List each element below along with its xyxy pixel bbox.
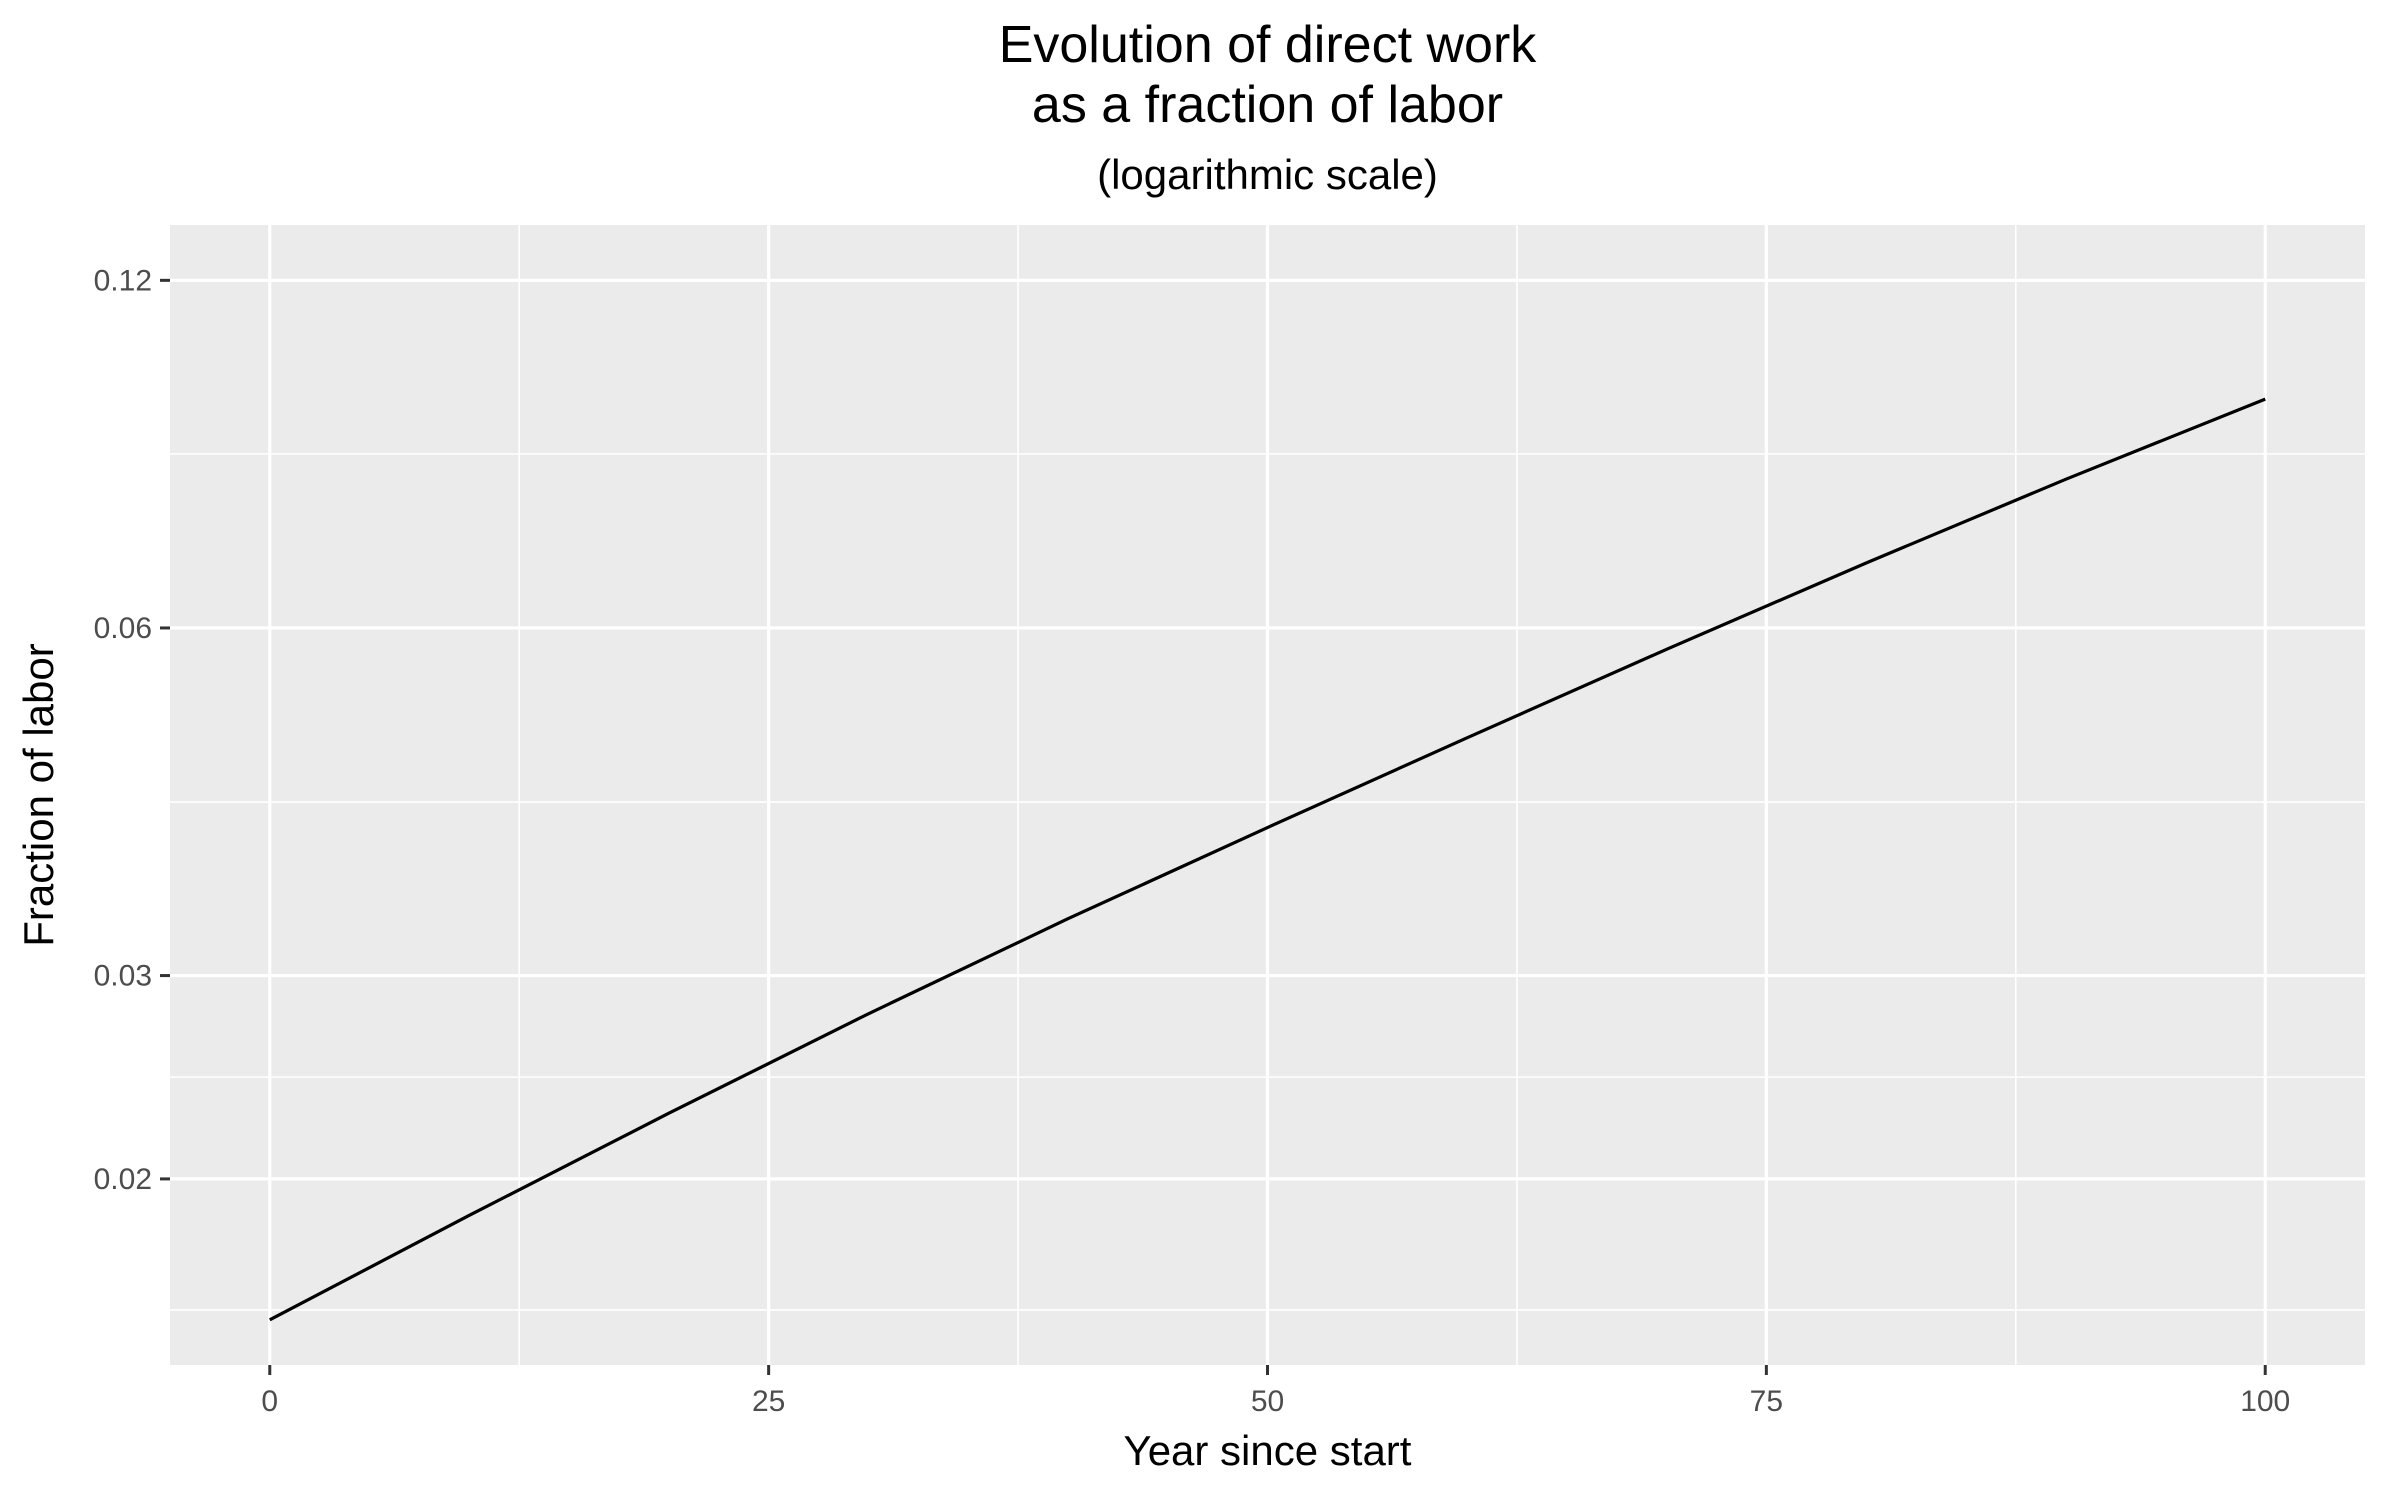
chart-title-line-1: Evolution of direct work [999, 16, 1538, 74]
y-axis-title: Fraction of labor [15, 643, 62, 946]
y-tick-label: 0.02 [94, 1163, 152, 1196]
chart-subtitle: (logarithmic scale) [1097, 151, 1438, 198]
x-tick-label: 100 [2240, 1385, 2290, 1418]
x-tick-label: 0 [261, 1385, 278, 1418]
series-line [269, 397, 2266, 1322]
x-axis: 0 25 50 75 100 [261, 1365, 2290, 1418]
y-tick-label: 0.12 [94, 264, 152, 297]
x-tick-label: 75 [1750, 1385, 1783, 1418]
plot-panel [170, 225, 2365, 1365]
x-tick-label: 50 [1251, 1385, 1284, 1418]
y-tick-label: 0.03 [94, 960, 152, 993]
chart-title-line-2: as a fraction of labor [1032, 76, 1503, 134]
x-tick-label: 25 [752, 1385, 785, 1418]
y-axis: 0.02 0.03 0.06 0.12 [94, 264, 170, 1196]
y-tick-label: 0.06 [94, 612, 152, 645]
x-axis-title: Year since start [1124, 1427, 1412, 1474]
